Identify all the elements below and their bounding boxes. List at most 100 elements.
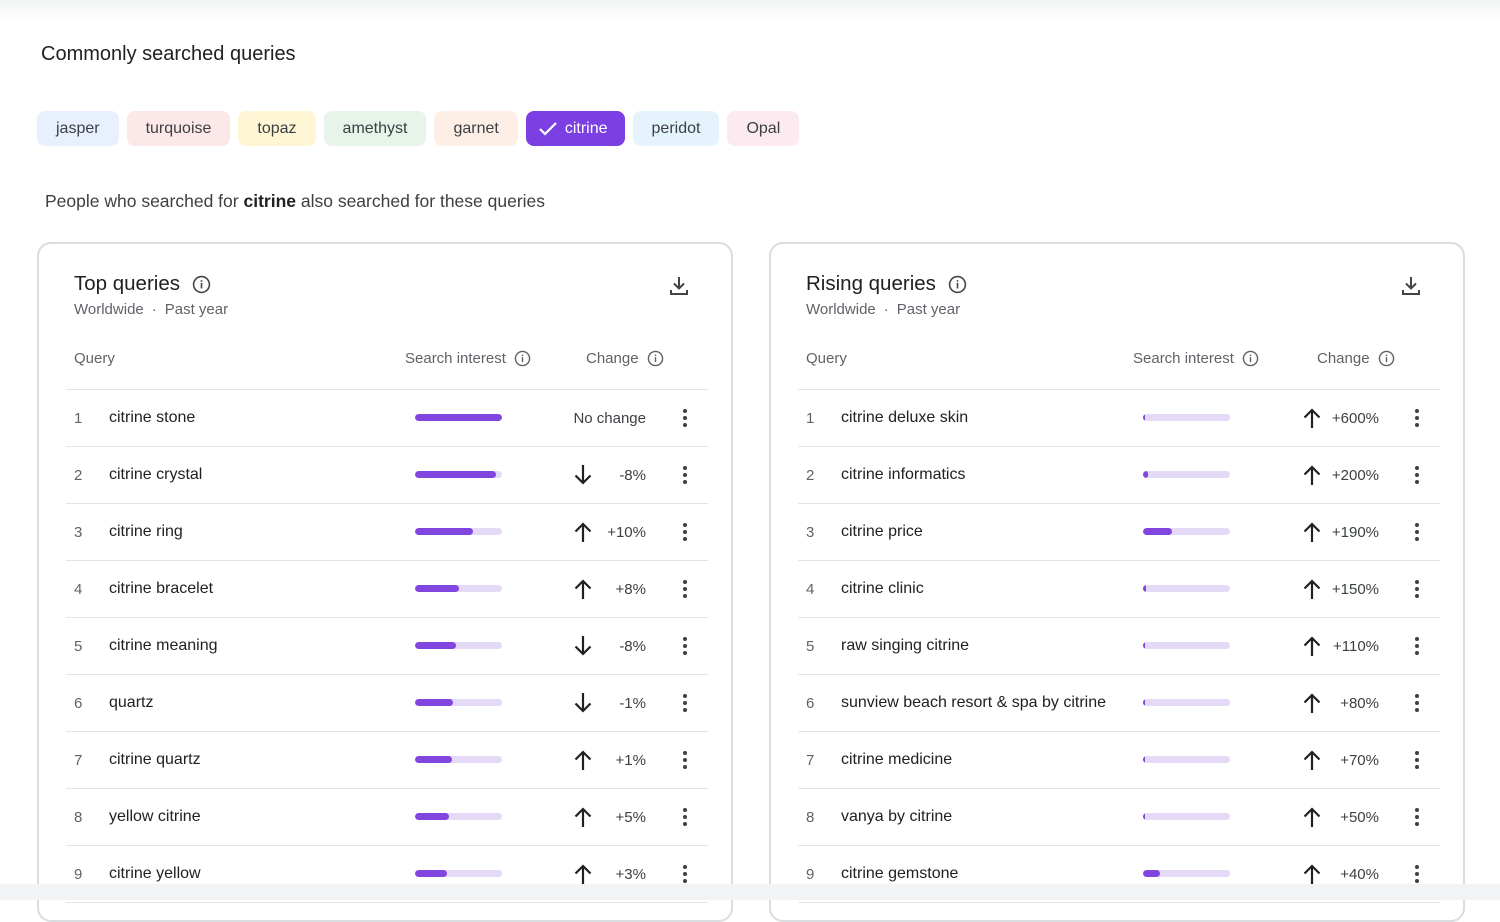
chip-citrine[interactable]: citrine [525,111,625,146]
row-query[interactable]: citrine deluxe skin [841,409,969,426]
row-change: -8% [619,466,646,484]
table-row[interactable]: 7 citrine quartz +1% [66,732,708,789]
subtitle-prefix: People who searched for [45,191,244,211]
chip-topaz[interactable]: topaz [238,111,316,146]
more-options-icon[interactable] [674,578,696,600]
region-label: Worldwide [806,301,876,318]
row-query[interactable]: citrine yellow [109,865,201,882]
more-options-icon[interactable] [1406,749,1428,771]
more-options-icon[interactable] [674,521,696,543]
info-icon[interactable] [948,275,967,294]
table-row[interactable]: 5 raw singing citrine +110% [798,618,1440,675]
table-row[interactable]: 8 vanya by citrine +50% [798,789,1440,846]
more-options-icon[interactable] [1406,578,1428,600]
row-query[interactable]: citrine gemstone [841,865,959,882]
chip-label: turquoise [145,119,212,137]
row-query[interactable]: citrine stone [109,409,196,426]
check-icon [539,121,557,136]
more-options-icon[interactable] [1406,521,1428,543]
download-icon[interactable] [667,274,691,298]
row-rank: 2 [74,466,83,484]
more-options-icon[interactable] [674,749,696,771]
chip-peridot[interactable]: peridot [632,111,720,146]
interest-bar [1143,699,1230,706]
table-row[interactable]: 4 citrine bracelet +8% [66,561,708,618]
more-options-icon[interactable] [1406,407,1428,429]
row-query[interactable]: citrine meaning [109,637,218,654]
row-change: +50% [1340,808,1379,826]
card-title-text: Top queries [74,272,180,295]
more-options-icon[interactable] [674,692,696,714]
chip-label: garnet [453,119,499,137]
row-rank: 5 [806,637,815,655]
table-row[interactable]: 7 citrine medicine +70% [798,732,1440,789]
row-query[interactable]: citrine medicine [841,751,953,768]
interest-bar [1143,471,1230,478]
table-row[interactable]: 1 citrine stone No change [66,390,708,447]
row-query[interactable]: quartz [109,694,154,711]
related-subtitle: People who searched for citrine also sea… [45,191,545,212]
row-query[interactable]: raw singing citrine [841,637,970,654]
row-query[interactable]: citrine quartz [109,751,201,768]
row-change: +600% [1331,409,1379,427]
info-icon[interactable] [1242,350,1259,367]
more-options-icon[interactable] [1406,464,1428,486]
row-query[interactable]: citrine price [841,523,923,540]
table-row[interactable]: 3 citrine price +190% [798,504,1440,561]
table-row[interactable]: 6 sunview beach resort & spa by citrine +8… [798,675,1440,732]
chip-jasper[interactable]: jasper [37,111,119,146]
info-icon[interactable] [514,350,531,367]
chip-garnet[interactable]: garnet [434,111,518,146]
chip-label: peridot [651,119,701,137]
download-icon[interactable] [1399,274,1423,298]
arrow-up-icon [572,862,594,886]
row-query[interactable]: citrine ring [109,523,183,540]
more-options-icon[interactable] [674,464,696,486]
row-query[interactable]: citrine clinic [841,580,924,597]
table-row[interactable]: 5 citrine meaning -8% [66,618,708,675]
arrow-up-icon [1301,463,1323,487]
chip-label: amethyst [342,119,408,137]
card-title: Rising queries [806,272,967,296]
interest-bar-fill [1143,471,1148,478]
meta-separator: · [151,301,157,318]
arrow-up-icon [1301,520,1323,544]
table-row[interactable]: 8 yellow citrine +5% [66,789,708,846]
row-query[interactable]: vanya by citrine [841,808,953,825]
more-options-icon[interactable] [674,806,696,828]
more-options-icon[interactable] [674,635,696,657]
info-icon[interactable] [647,350,664,367]
more-options-icon[interactable] [1406,806,1428,828]
row-query[interactable]: citrine crystal [109,466,203,483]
chip-amethyst[interactable]: amethyst [323,111,427,146]
chip-turquoise[interactable]: turquoise [126,111,231,146]
row-query[interactable]: citrine bracelet [109,580,214,597]
interest-bar-fill [415,642,456,649]
table-row[interactable]: 6 quartz -1% [66,675,708,732]
row-query[interactable]: yellow citrine [109,808,201,825]
more-options-icon[interactable] [1406,692,1428,714]
table-row[interactable]: 2 citrine crystal -8% [66,447,708,504]
more-options-icon[interactable] [1406,635,1428,657]
table-row[interactable]: 4 citrine clinic +150% [798,561,1440,618]
chip-opal[interactable]: Opal [727,111,800,146]
more-options-icon[interactable] [674,407,696,429]
interest-bar [415,528,502,535]
info-icon[interactable] [1378,350,1395,367]
more-options-icon[interactable] [1406,863,1428,885]
row-change: -8% [619,637,646,655]
row-change: +8% [615,580,646,598]
row-rank: 3 [806,523,815,541]
more-options-icon[interactable] [674,863,696,885]
table-row[interactable]: 3 citrine ring +10% [66,504,708,561]
row-query[interactable]: citrine informatics [841,466,966,483]
table-row[interactable]: 1 citrine deluxe skin +600% [798,390,1440,447]
row-query[interactable]: sunview beach resort & spa by citrine [841,694,1107,711]
row-rank: 4 [806,580,815,598]
table-row[interactable]: 2 citrine informatics +200% [798,447,1440,504]
interest-bar-fill [415,813,449,820]
interest-bar-fill [1143,870,1160,877]
interest-bar-fill [415,756,452,763]
info-icon[interactable] [192,275,211,294]
col-head-query: Query [806,350,847,367]
